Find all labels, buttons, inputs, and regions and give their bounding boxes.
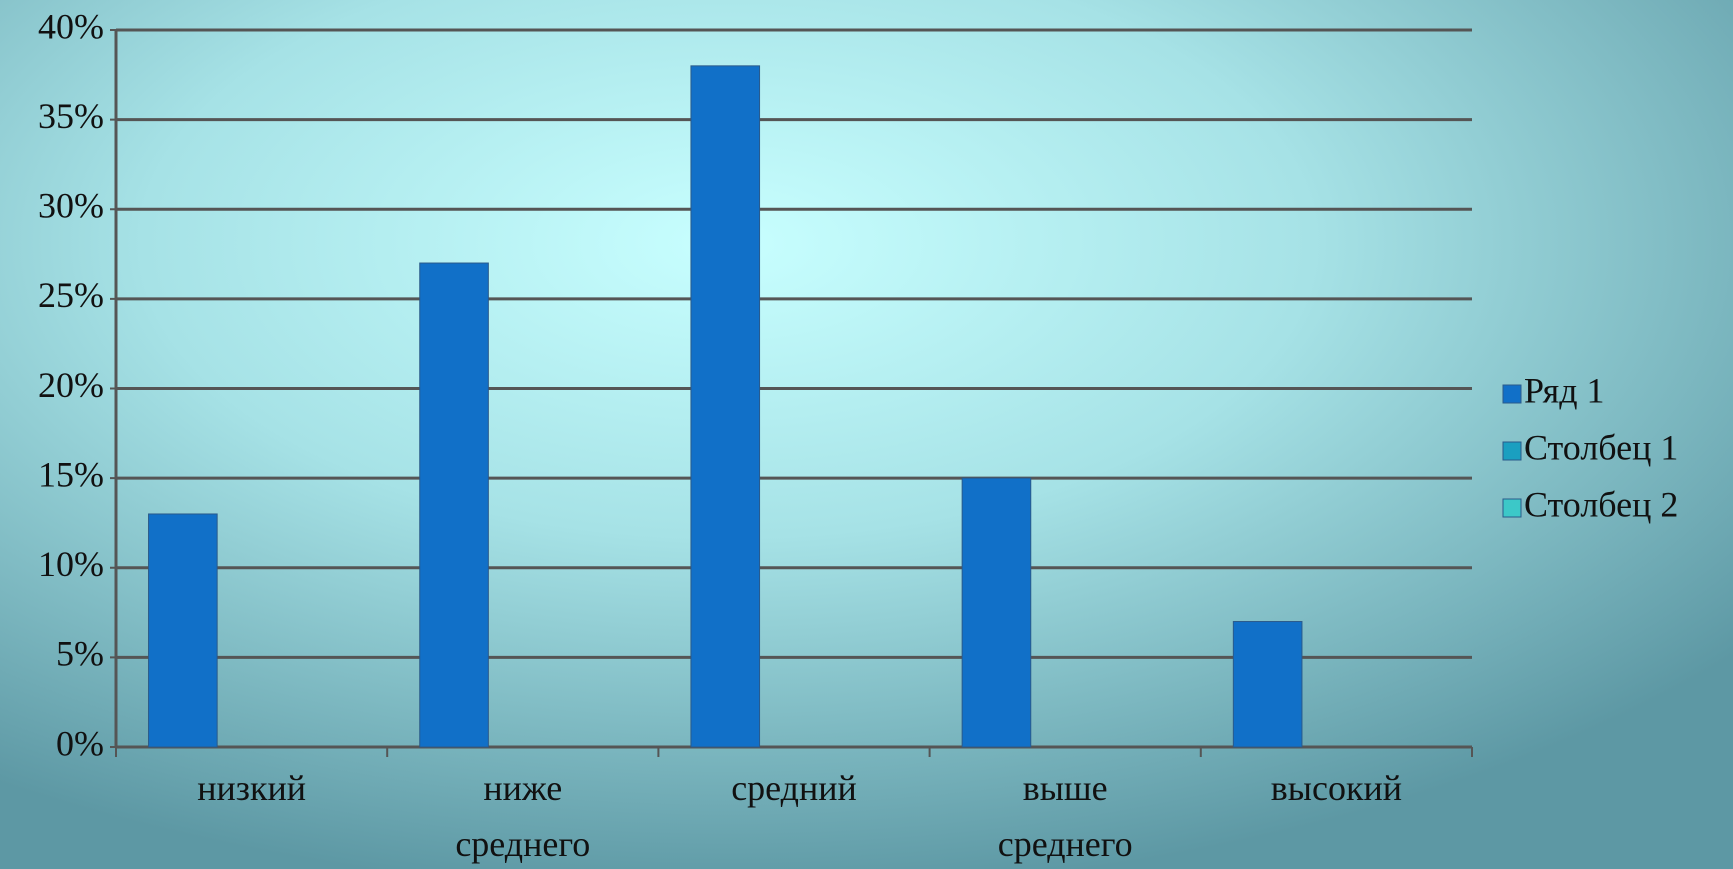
x-tick-label: выше среднего [998, 768, 1133, 864]
bar [148, 513, 218, 748]
x-tick-label: ниже среднего [455, 768, 590, 864]
x-tick-label: низкий [197, 768, 306, 808]
bar [1232, 621, 1303, 748]
y-tick-label: 25% [38, 275, 104, 315]
y-tick-label: 10% [38, 544, 104, 584]
y-tick-label: 40% [38, 6, 104, 46]
x-tick-label: средний [731, 768, 857, 808]
y-tick-label: 15% [38, 454, 104, 494]
y-tick-label: 35% [38, 96, 104, 136]
x-tick-label: высокий [1271, 768, 1402, 808]
bar [961, 477, 1032, 748]
y-tick-label: 20% [38, 365, 104, 405]
legend-swatch [1502, 498, 1522, 518]
legend-label: Столбец 1 [1524, 427, 1678, 467]
legend-swatch [1502, 441, 1522, 461]
legend-label: Ряд 1 [1524, 370, 1605, 410]
y-tick-label: 5% [56, 634, 104, 674]
legend-swatch [1502, 384, 1522, 404]
bar [690, 65, 761, 748]
y-tick-label: 30% [38, 186, 104, 226]
bar [419, 262, 489, 748]
legend-label: Столбец 2 [1524, 484, 1678, 524]
y-tick-label: 0% [56, 723, 104, 763]
